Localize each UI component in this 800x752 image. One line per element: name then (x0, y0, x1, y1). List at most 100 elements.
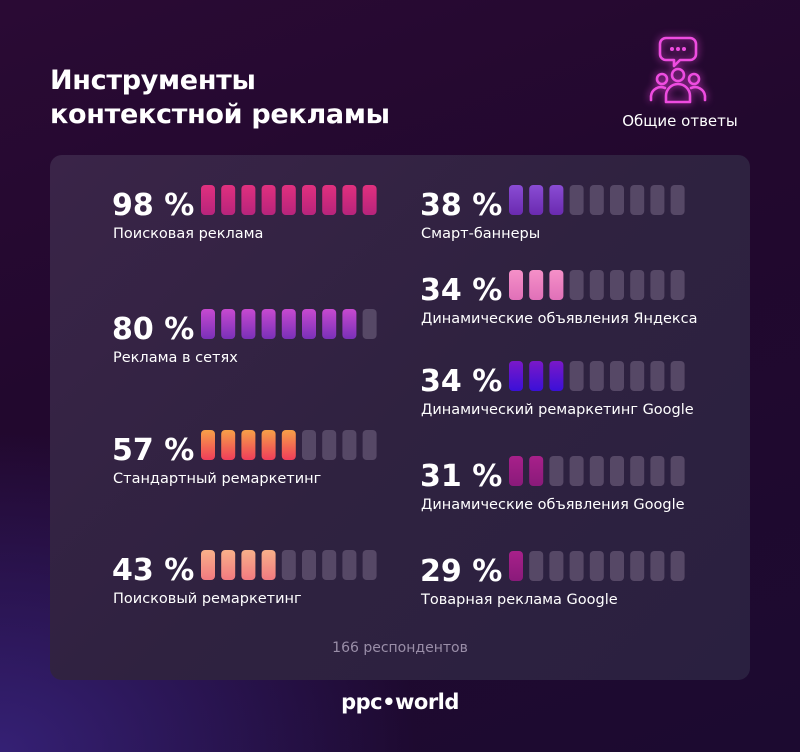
bar-segment-filled (549, 270, 564, 300)
bar-segment-empty (589, 456, 604, 486)
bar-segment-filled (281, 430, 296, 460)
bar-segment-filled (509, 361, 523, 391)
value-label: 38 % (420, 188, 502, 223)
bar-segment-empty (670, 185, 685, 215)
bar-segment-filled (509, 270, 523, 300)
bar-row: 57 % Стандартный ремаркетинг (112, 430, 377, 487)
bar-segment-empty (670, 456, 685, 486)
bar-segment-filled (302, 309, 316, 339)
bar-segment-filled (509, 456, 523, 486)
bar-segment-empty (342, 550, 357, 580)
category-label: Поисковый ремаркетинг (113, 591, 302, 607)
bar-segment-empty (610, 551, 624, 581)
value-label: 34 % (420, 364, 502, 399)
bar-segment-empty (281, 550, 296, 580)
bar-segment-empty (589, 551, 604, 581)
bar-segment-empty (670, 551, 685, 581)
bar-segment-empty (569, 456, 584, 486)
value-label: 57 % (112, 433, 194, 468)
bar-segment-empty (569, 270, 584, 300)
bar-row: 34 % Динамические объявления Яндекса (420, 270, 698, 327)
title-line-2: контекстной рекламы (50, 99, 390, 130)
bar-segment-filled (201, 550, 215, 580)
bar-row: 34 % Динамический ремаркетинг Google (420, 361, 694, 418)
bar-segment-filled (241, 185, 256, 215)
bar-segment-filled (342, 309, 357, 339)
value-label: 80 % (112, 312, 194, 347)
bar-segment-empty (670, 270, 685, 300)
bar-segment-empty (529, 551, 544, 581)
bar-segment-filled (221, 185, 236, 215)
bar-segment-empty (362, 309, 377, 339)
category-label: Динамические объявления Google (421, 497, 685, 513)
bar-segment-filled (221, 309, 236, 339)
bar-segment-empty (589, 361, 604, 391)
value-label: 43 % (112, 553, 194, 588)
bar-segment-empty (342, 430, 357, 460)
bar-segment-filled (281, 185, 296, 215)
bar-segment-empty (549, 551, 564, 581)
category-label: Поисковая реклама (113, 226, 263, 242)
bar-segment-empty (610, 361, 624, 391)
bar-segment-empty (630, 361, 645, 391)
bar-segment-empty (630, 270, 645, 300)
respondents-label: Общие ответы (622, 112, 738, 130)
bar-segment-filled (201, 430, 215, 460)
bar-segment-empty (302, 550, 316, 580)
bar-segment-filled (261, 550, 276, 580)
bar-segment-filled (322, 309, 337, 339)
bar-segment-empty (589, 185, 604, 215)
bar-segment-filled (509, 551, 523, 581)
bar-segment-filled (509, 185, 523, 215)
bar-row: 31 % Динамические объявления Google (420, 456, 685, 513)
bar-segment-filled (529, 185, 544, 215)
value-label: 34 % (420, 273, 502, 308)
bar-segment-empty (650, 185, 665, 215)
ppc-world-logo: ppc•world (341, 690, 459, 714)
page-title: Инструменты контекстной рекламы (50, 64, 390, 132)
bar-segment-filled (342, 185, 357, 215)
bar-segment-empty (610, 456, 624, 486)
bar-segment-empty (650, 456, 665, 486)
value-label: 29 % (420, 554, 502, 589)
bar-segment-filled (261, 185, 276, 215)
bar-segment-filled (529, 456, 544, 486)
bar-segment-empty (569, 185, 584, 215)
results-panel (50, 155, 750, 680)
bar-segment-empty (322, 550, 337, 580)
category-label: Стандартный ремаркетинг (113, 471, 321, 487)
bar-segment-empty (569, 551, 584, 581)
value-label: 98 % (112, 188, 194, 223)
bar-segment-empty (302, 430, 316, 460)
bar-segment-empty (650, 270, 665, 300)
category-label: Динамические объявления Яндекса (421, 311, 698, 327)
bar-row: 80 % Реклама в сетях (112, 309, 377, 366)
bar-segment-empty (610, 270, 624, 300)
bar-segment-empty (650, 551, 665, 581)
bar-segment-empty (670, 361, 685, 391)
people-chat-icon (642, 32, 714, 104)
bar-row: 38 % Смарт-баннеры (420, 185, 685, 242)
bar-segment-empty (650, 361, 665, 391)
bar-segment-empty (610, 185, 624, 215)
bar-segment-empty (630, 456, 645, 486)
bar-segment-filled (201, 185, 215, 215)
bar-segment-filled (261, 309, 276, 339)
bar-segment-filled (302, 185, 316, 215)
bar-segment-empty (589, 270, 604, 300)
bar-segment-filled (241, 550, 256, 580)
respondent-group: Общие ответы (606, 32, 754, 132)
bar-segment-filled (529, 270, 544, 300)
bar-row: 43 % Поисковый ремаркетинг (112, 550, 377, 607)
bar-segment-filled (261, 430, 276, 460)
bar-segment-filled (201, 309, 215, 339)
bar-segment-filled (221, 430, 236, 460)
bar-segment-empty (549, 456, 564, 486)
title-line-1: Инструменты (50, 65, 256, 96)
bar-row: 98 % Поисковая реклама (112, 185, 377, 242)
bar-segment-filled (322, 185, 337, 215)
bar-segment-filled (549, 361, 564, 391)
category-label: Реклама в сетях (113, 350, 238, 366)
bar-segment-empty (322, 430, 337, 460)
category-label: Смарт-баннеры (421, 226, 540, 242)
